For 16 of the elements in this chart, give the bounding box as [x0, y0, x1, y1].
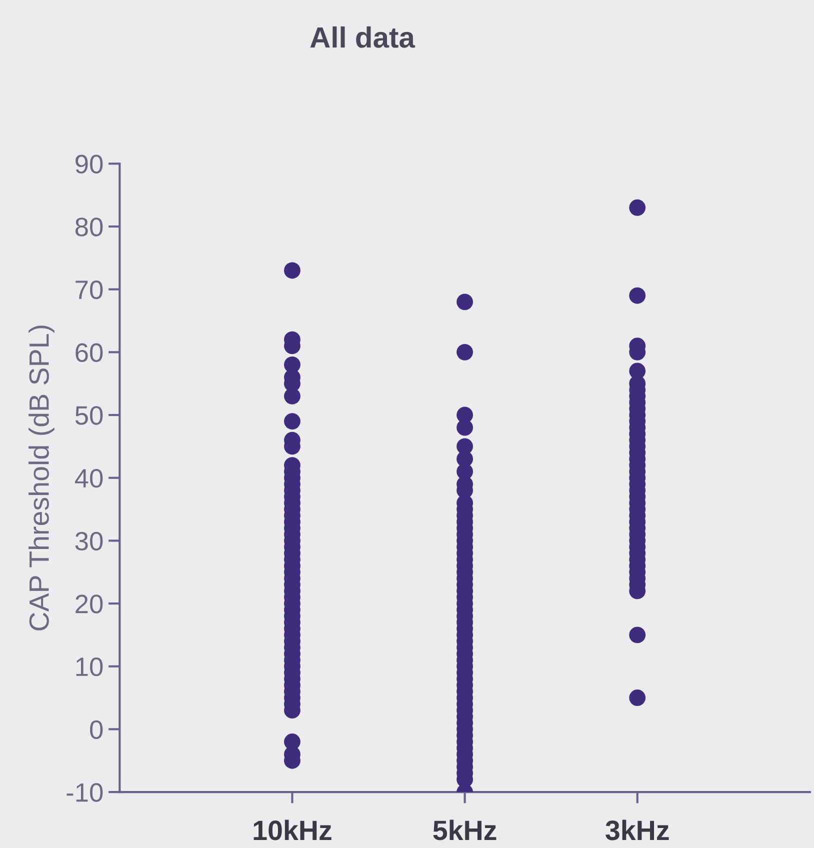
y-tick-label: 80 [75, 218, 103, 236]
y-tick-label: 20 [76, 594, 103, 614]
x-tick-label: 10kHz [254, 820, 332, 840]
y-tick-label: 70 [76, 280, 103, 300]
y-tick-label: 90 [76, 154, 103, 174]
y-axis-title: CAP Threshold (dB SPL) [28, 326, 54, 630]
y-tick-label: 10 [76, 657, 103, 676]
y-tick-label: 40 [74, 468, 103, 488]
y-tick-label: -10 [66, 783, 103, 802]
y-tick-label: 50 [75, 406, 103, 425]
y-tick-label: 0 [90, 720, 103, 740]
x-tick-label: 3kHz [606, 820, 669, 840]
chart-title: All data [310, 26, 416, 48]
y-tick-label: 30 [75, 532, 103, 551]
x-tick-label: 5kHz [433, 820, 496, 840]
y-tick-label: 60 [76, 343, 103, 362]
